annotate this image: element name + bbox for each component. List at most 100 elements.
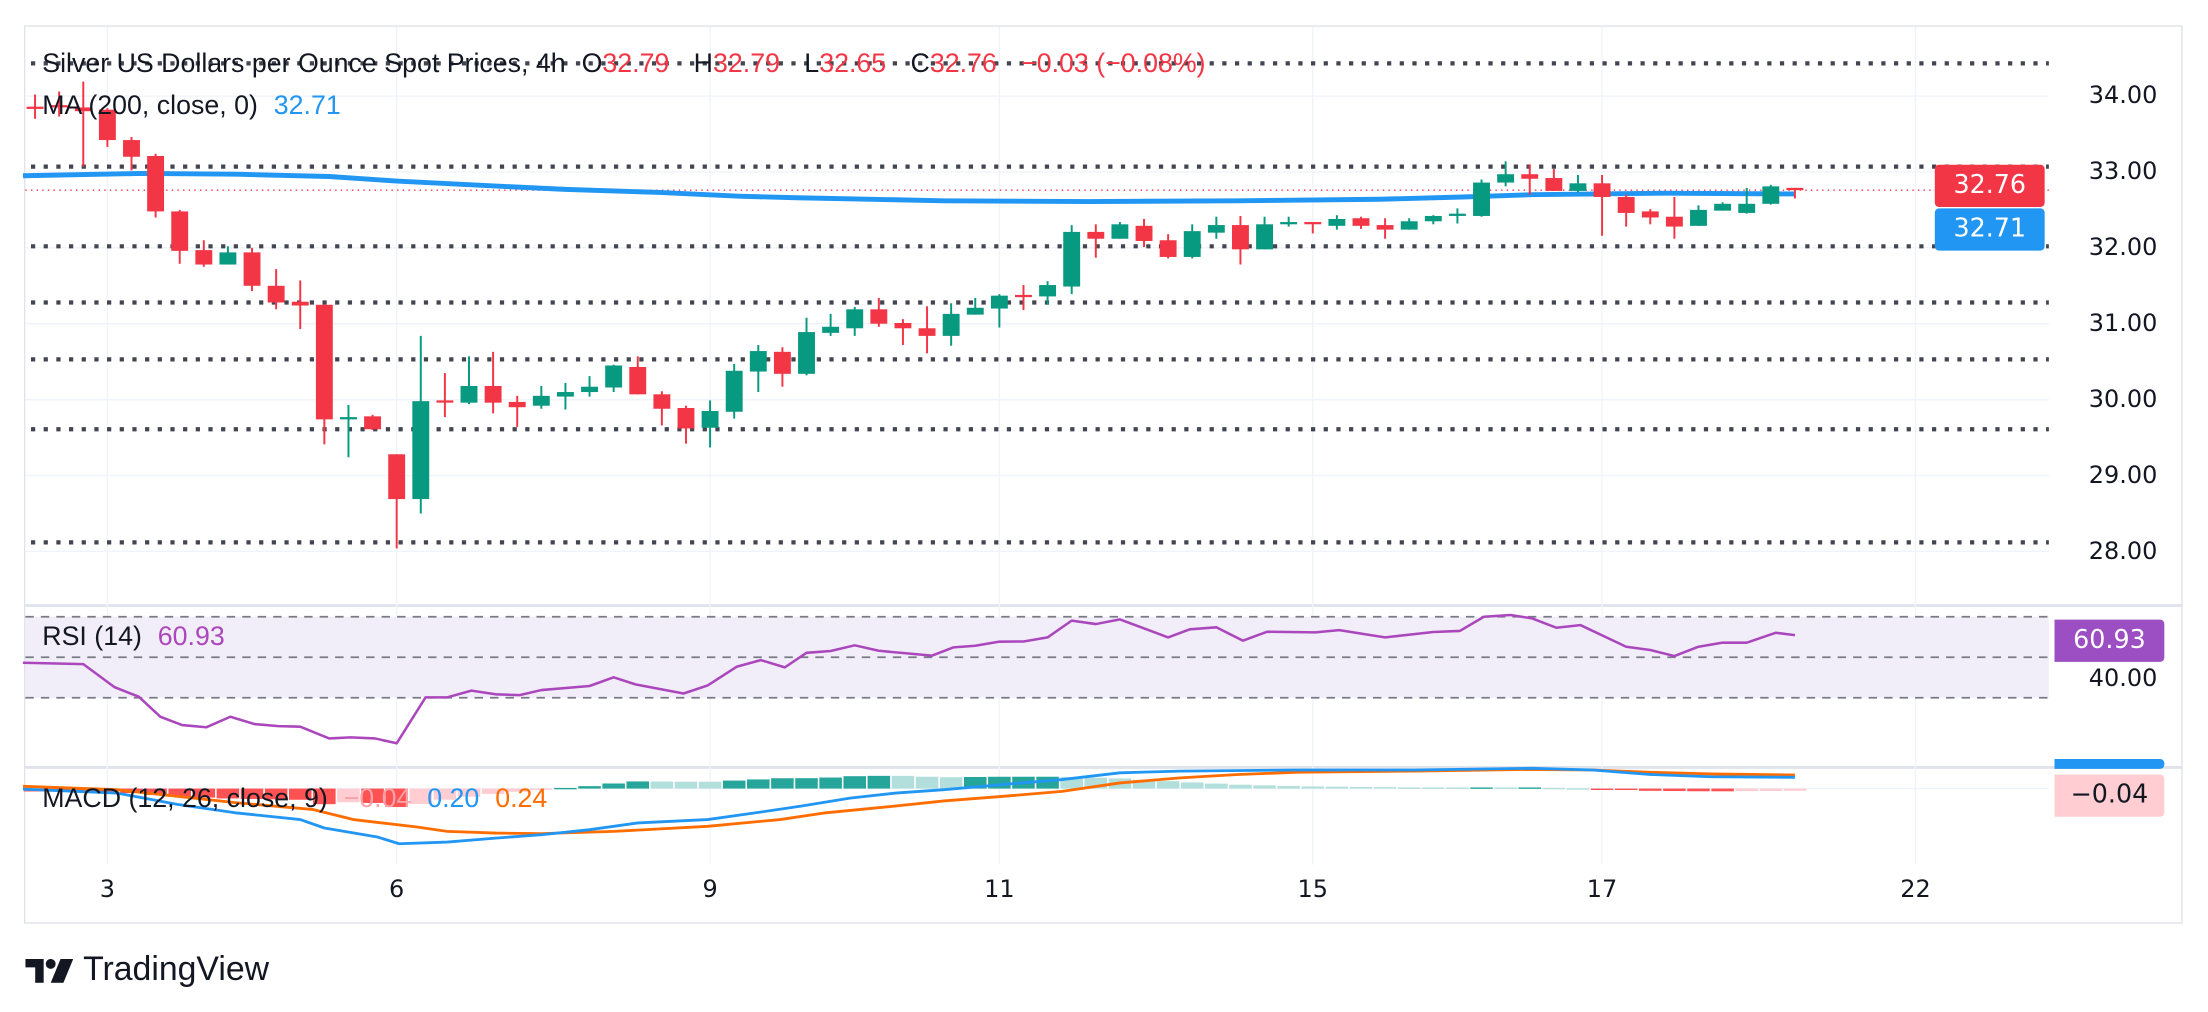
candle-body <box>1328 218 1346 226</box>
macd-histogram-bar <box>168 788 191 797</box>
macd-histogram-bar <box>361 788 384 803</box>
candle-body <box>315 304 333 420</box>
macd-histogram-bar <box>1759 788 1783 791</box>
chart-frame <box>23 25 2183 924</box>
candle-body <box>942 313 960 336</box>
price-axis-label: 29.00 <box>2088 461 2158 490</box>
macd-histogram-bar <box>1735 788 1758 792</box>
macd-histogram-bar <box>626 781 650 789</box>
last-price-badge: 32.76 <box>1934 164 2045 207</box>
rsi-legend-value: 60.93 <box>157 622 225 652</box>
macd-histogram-bar <box>1349 786 1373 789</box>
macd-histogram-bar <box>1253 785 1276 789</box>
macd-histogram-bar <box>1783 788 1807 791</box>
macd-histogram-bar <box>481 788 505 794</box>
rsi-legend[interactable]: RSI (14) 60.93 <box>42 624 233 651</box>
candle-body <box>894 322 912 329</box>
high-value: 32.79 <box>713 49 780 79</box>
rsi-legend-label: RSI (14) <box>42 622 142 652</box>
macd-histogram-bar <box>530 788 553 790</box>
candle-body <box>532 395 550 406</box>
candle-body <box>340 417 357 420</box>
candle-body <box>701 411 719 428</box>
candle-body <box>1424 215 1442 222</box>
low-value: 32.65 <box>819 49 887 79</box>
candle-body <box>1280 222 1298 225</box>
candle-body <box>1497 174 1515 183</box>
macd-histogram-bar <box>385 788 408 807</box>
candle-body <box>1063 231 1081 287</box>
tradingview-logo[interactable]: TradingView <box>25 949 269 991</box>
macd-histogram-bar <box>1639 788 1662 791</box>
candle-body <box>1714 203 1732 211</box>
price-axis-label: 31.00 <box>2088 309 2158 338</box>
macd-histogram-bar <box>1036 776 1059 789</box>
candle-body <box>1593 183 1611 197</box>
candle-body <box>1087 231 1105 239</box>
macd-histogram-bar <box>819 777 842 789</box>
macd-histogram-bar <box>1663 788 1686 792</box>
macd-histogram-bar <box>554 787 577 790</box>
candle-body <box>1039 285 1057 297</box>
time-axis-label: 22 <box>1900 875 1931 905</box>
macd-histogram-bar <box>337 788 360 803</box>
macd-histogram-bar <box>795 778 818 789</box>
low-label: L <box>804 49 820 79</box>
candle-body <box>1256 224 1274 250</box>
macd-histogram-bar <box>602 783 625 789</box>
candle-body <box>1111 224 1129 239</box>
high-label: H <box>693 49 714 79</box>
candle-body <box>990 295 1008 309</box>
rsi-line <box>22 613 1796 745</box>
candle-body <box>1521 174 1539 179</box>
macd-histogram-bar <box>264 788 288 800</box>
macd-histogram-bar <box>1590 788 1614 790</box>
macd-value: 0.20 <box>427 784 480 814</box>
macd-histogram-bar <box>1301 786 1325 789</box>
macd-histogram-bar <box>578 786 601 789</box>
candle-body <box>629 366 647 395</box>
candle-body <box>677 407 695 429</box>
macd-histogram-bar <box>457 788 481 797</box>
candle-body <box>605 365 623 388</box>
macd-histogram-bar <box>1060 777 1083 789</box>
macd-signal-value: 0.24 <box>495 784 548 814</box>
tradingview-logo-icon <box>25 958 74 983</box>
macd-histogram-bar <box>963 776 987 789</box>
candle-body <box>653 394 671 409</box>
macd-hist-badge: −0.04 <box>2054 774 2165 817</box>
macd-histogram-bar <box>1084 777 1108 789</box>
macd-legend[interactable]: MACD (12, 26, close, 9) −0.04 0.20 0.24 <box>42 786 555 813</box>
candle-body <box>1641 211 1659 218</box>
rsi-axis-tick: 40.00 <box>2088 664 2158 693</box>
macd-histogram-bar <box>1205 783 1228 789</box>
time-axis-label: 3 <box>99 875 115 905</box>
price-axis-label: 30.00 <box>2088 385 2158 414</box>
candle-body <box>195 250 213 265</box>
price-axis-label: 34.00 <box>2088 81 2158 111</box>
candle-body <box>1617 196 1635 213</box>
close-value: 32.76 <box>929 49 997 79</box>
candle-body <box>147 155 165 212</box>
candle-body <box>1569 183 1587 191</box>
candle-body <box>74 107 92 112</box>
candle-body <box>291 301 309 306</box>
candle-body <box>267 285 285 303</box>
candle-body <box>1762 186 1780 204</box>
candle-body <box>460 385 478 403</box>
macd-histogram-bar <box>216 788 240 799</box>
candle-body <box>1400 221 1418 230</box>
candle-body <box>822 326 840 333</box>
ma-legend[interactable]: MA (200, close, 0) 32.71 <box>42 93 349 120</box>
ma-legend-value: 32.71 <box>273 91 341 122</box>
candle-body <box>1207 225 1225 233</box>
time-axis-label: 9 <box>702 875 718 905</box>
macd-histogram-bar <box>698 781 722 789</box>
macd-histogram-bar <box>505 788 529 792</box>
change-value: −0.03 (−0.08%) <box>1021 49 1206 79</box>
price-axis-label: 33.00 <box>2088 157 2158 187</box>
macd-hist-value: −0.04 <box>343 784 412 814</box>
macd-histogram-bar <box>1494 787 1517 789</box>
open-label: O <box>581 49 603 79</box>
